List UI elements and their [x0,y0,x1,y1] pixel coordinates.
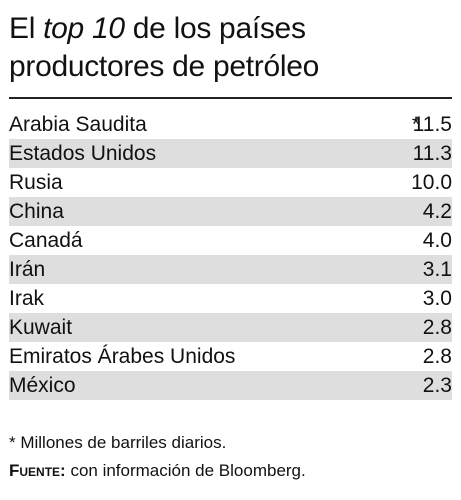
table-row: Irán 3.1 [9,255,452,284]
table-row: Rusia 10.0 [9,168,452,197]
country-label: Rusia [9,171,63,194]
table-row: Canadá 4.0 [9,226,452,255]
country-label: Canadá [9,229,83,252]
country-label: Estados Unidos [9,139,332,168]
production-value-cell: 4.0 [332,226,452,255]
table-row: Emiratos Árabes Unidos 2.8 [9,342,452,371]
production-value: 3.1 [422,258,452,281]
title-part-1: El [9,12,44,45]
country-label: México [9,371,332,400]
production-value: 10.0 [411,171,452,194]
title-part-2: de los países productores de petróleo [9,12,319,83]
country-label: Irak [9,287,45,310]
production-value-cell: 2.8 [332,342,452,371]
title-divider [9,97,452,99]
country-label: Arabia Saudita [9,113,147,136]
production-value: 11.3 [412,142,452,165]
production-value: 4.0 [422,229,452,252]
table-row: Irak 3.0 [9,284,452,313]
footnote-mark: * [411,113,420,136]
country-label: China [9,197,332,226]
production-value: 4.2 [422,200,452,223]
production-value-cell: 11.3 [332,139,452,168]
production-value-cell: 3.0 [332,284,452,313]
table-row: Estados Unidos 11.3 [9,139,452,168]
production-value-cell: 10.0 [332,168,452,197]
production-value-cell: 3.1 [332,255,452,284]
production-value-cell: 4.2 [332,197,452,226]
table-row: México 2.3 [9,371,452,400]
source-line: Fuente: con información de Bloomberg. [9,460,306,482]
production-table: Arabia Saudita 11.5 * Estados Unidos 11.3 Rus… [9,110,452,400]
production-value: 3.0 [422,287,452,310]
country-label: Kuwait [9,313,332,342]
production-value: 2.8 [422,316,452,339]
production-value: 2.3 [422,374,452,397]
table-row: Kuwait 2.8 [9,313,452,342]
production-value: 11.5 [412,113,452,136]
title-italic: top 10 [43,12,125,45]
table-row: Arabia Saudita 11.5 * [9,110,452,139]
production-value-cell: 2.8 [332,313,452,342]
chart-title: El top 10 de los países productores de p… [9,10,454,86]
table-row: China 4.2 [9,197,452,226]
production-value-cell: 2.3 [332,371,452,400]
source-label: Fuente: [9,461,66,480]
production-value-cell: 11.5 * [332,110,452,139]
country-label: Emiratos Árabes Unidos [9,345,236,368]
source-text: con información de Bloomberg. [65,461,306,480]
production-value: 2.8 [422,345,452,368]
country-label: Irán [9,255,332,284]
production-table-body: Arabia Saudita 11.5 * Estados Unidos 11.3 Rus… [9,110,452,400]
footnote: * Millones de barriles diarios. [9,433,227,452]
